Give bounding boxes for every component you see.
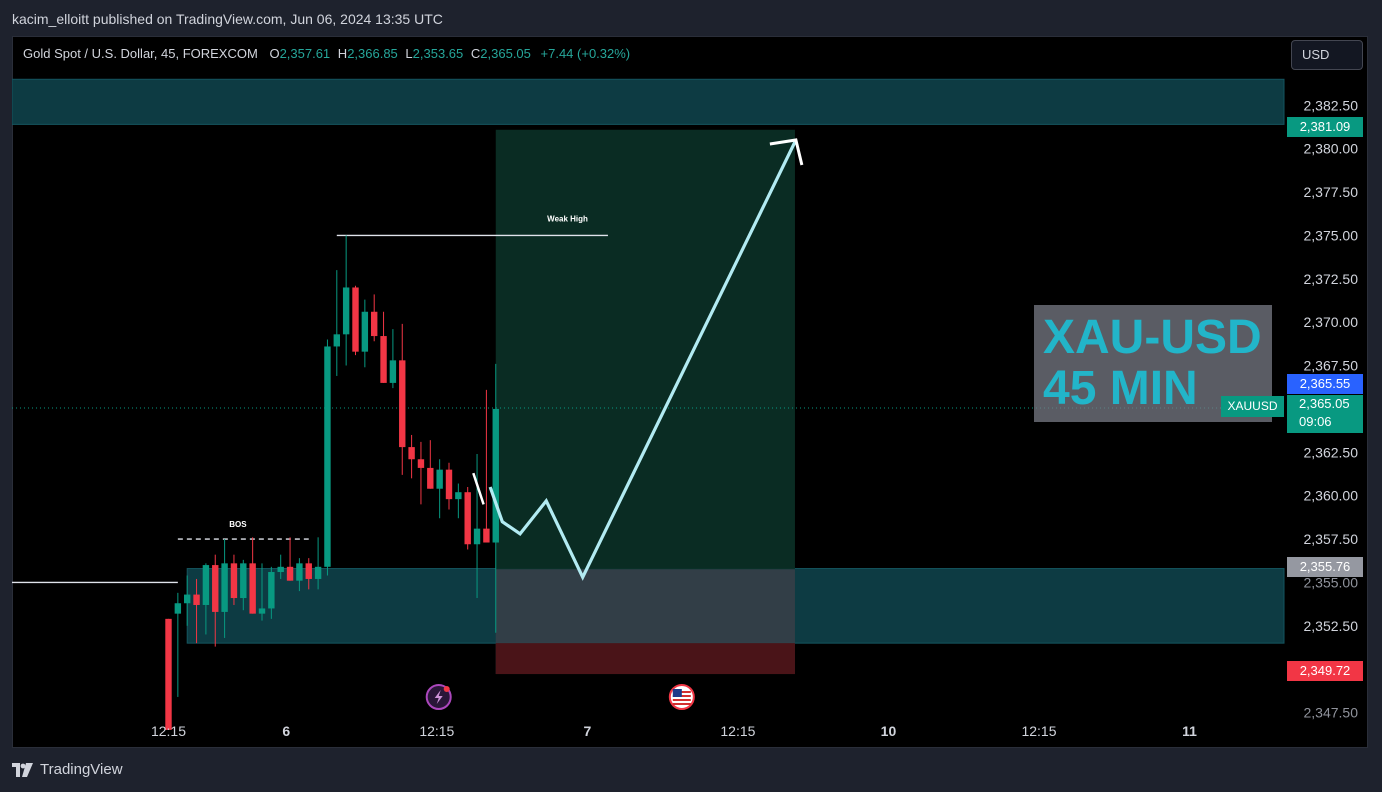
y-tick-label: 2,372.50 <box>1304 271 1359 287</box>
candle-body <box>212 565 219 612</box>
candle-body <box>174 603 182 614</box>
bos-label: BOS <box>229 520 247 529</box>
legend-change: +7.44 (+0.32%) <box>540 46 631 61</box>
candle-body <box>333 334 340 347</box>
legend-low: 2,353.65 <box>412 46 464 61</box>
candle-body <box>258 608 266 614</box>
x-tick-label: 12:15 <box>1021 723 1056 739</box>
candle-body <box>193 594 200 605</box>
high-marker-price-tag: 2,365.55 <box>1287 374 1363 394</box>
projection-path <box>488 139 798 581</box>
flag-canton <box>672 689 682 697</box>
candle-body <box>184 594 191 604</box>
x-tick-label: 7 <box>583 723 591 739</box>
x-tick-label: 11 <box>1182 723 1197 739</box>
y-tick-label: 2,375.00 <box>1304 227 1359 243</box>
candle-body <box>399 360 406 448</box>
projection-start-tick <box>472 472 485 505</box>
x-tick-label: 12:15 <box>419 723 454 739</box>
target-price-tag: 2,381.09 <box>1287 117 1363 137</box>
candle-body <box>417 459 425 468</box>
lightning-bolt <box>434 690 443 704</box>
flag-stripe <box>672 703 691 705</box>
tradingview-brand[interactable]: TradingView <box>12 761 123 778</box>
candle-body <box>324 346 331 567</box>
y-tick-label: 2,367.50 <box>1304 358 1359 374</box>
y-tick-label: 2,362.50 <box>1304 444 1359 460</box>
legend-high: 2,366.85 <box>347 46 398 61</box>
candle-body <box>268 572 275 609</box>
legend-symbol: Gold Spot / U.S. Dollar, 45, FOREXCOM <box>23 46 258 61</box>
x-tick-label: 12:15 <box>720 723 755 739</box>
weak-high-label: Weak High <box>547 214 588 223</box>
candle-body <box>342 287 350 335</box>
candle-body <box>305 563 312 579</box>
candle-body <box>314 566 322 579</box>
candle-body <box>296 563 303 581</box>
candle-body <box>286 566 294 581</box>
x-tick-label: 12:15 <box>151 723 186 739</box>
stop-zone <box>495 643 795 675</box>
candle-body <box>445 469 453 500</box>
flag-stripe <box>672 699 691 701</box>
event-dot <box>443 686 450 692</box>
brand-label: TradingView <box>40 761 123 778</box>
symbol-tag: XAUUSD <box>1221 396 1284 417</box>
y-tick-label: 2,370.00 <box>1304 314 1359 330</box>
supply-zone <box>12 78 1285 125</box>
symbol-legend: Gold Spot / U.S. Dollar, 45, FOREXCOM O2… <box>23 46 630 61</box>
entry-price-tag: 2,355.76 <box>1287 557 1363 577</box>
candle-body <box>371 311 378 337</box>
legend-open: 2,357.61 <box>279 46 331 61</box>
y-tick-label: 2,380.00 <box>1304 141 1359 157</box>
y-tick-label: 2,377.50 <box>1304 184 1359 200</box>
candle-body <box>221 563 228 612</box>
candle-body <box>464 492 471 545</box>
candle-body <box>249 563 256 614</box>
candle-body <box>492 408 499 543</box>
tradingview-logo-icon <box>12 762 33 777</box>
y-tick-label: 2,357.50 <box>1304 531 1359 547</box>
candle-body <box>165 618 172 730</box>
publish-line: kacim_elloitt published on TradingView.c… <box>12 11 443 27</box>
candle-body <box>230 563 238 599</box>
candle-body <box>380 336 387 383</box>
candle-body <box>436 469 443 489</box>
y-tick-label: 2,347.50 <box>1304 705 1359 721</box>
x-tick-label: 6 <box>282 723 290 739</box>
y-tick-label: 2,355.00 <box>1304 574 1359 590</box>
legend-high-label: H <box>337 46 348 61</box>
last-price-tag: 2,365.05 09:06 <box>1287 395 1363 433</box>
y-tick-label: 2,360.00 <box>1304 488 1359 504</box>
legend-close-label: C <box>470 46 481 61</box>
legend-low-label: L <box>405 46 413 61</box>
currency-button[interactable]: USD <box>1291 40 1363 70</box>
candle-body <box>473 528 481 545</box>
candle-body <box>240 563 247 599</box>
profit-zone <box>495 129 795 570</box>
candle-body <box>389 360 397 383</box>
watermark-timeframe: 45 MIN <box>1043 362 1198 415</box>
bar-countdown: 09:06 <box>1299 414 1332 429</box>
candle-body <box>361 311 369 352</box>
candle-body <box>352 287 359 352</box>
candle-body <box>277 566 284 573</box>
candle-body <box>455 492 462 500</box>
projection-arrowhead <box>769 138 804 166</box>
candle-body <box>408 447 415 460</box>
last-price-value: 2,365.05 <box>1299 396 1350 411</box>
legend-close: 2,365.05 <box>480 46 531 61</box>
candle-body <box>202 565 210 605</box>
stop-price-tag: 2,349.72 <box>1287 661 1363 681</box>
x-tick-label: 10 <box>881 723 897 739</box>
candle-body <box>483 528 490 543</box>
y-tick-label: 2,382.50 <box>1304 97 1359 113</box>
candle-body <box>427 467 434 489</box>
chart-svg[interactable]: Weak High BOS 2,382.50 2,380.00 2,377.50 2,3… <box>12 36 1368 748</box>
legend-open-label: O <box>269 46 280 61</box>
watermark-title: XAU-USD <box>1043 311 1262 364</box>
y-tick-label: 2,352.50 <box>1304 618 1359 634</box>
